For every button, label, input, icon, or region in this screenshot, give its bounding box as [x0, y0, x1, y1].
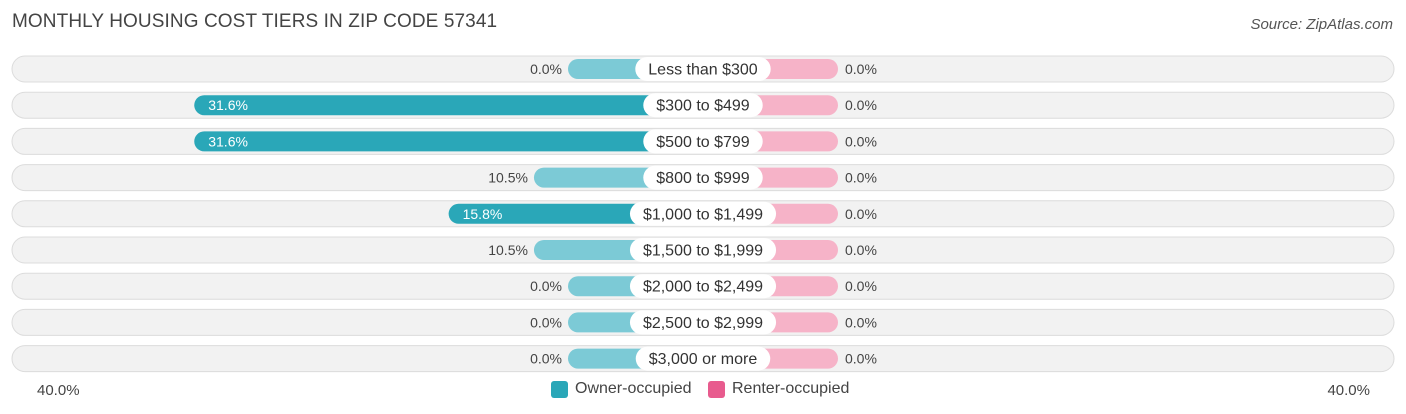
legend-owner[interactable]: Owner-occupied — [551, 380, 692, 398]
source-label: Source: ZipAtlas.com — [1250, 16, 1393, 33]
renter-value-label: 0.0% — [845, 133, 877, 149]
owner-bar — [194, 131, 704, 152]
owner-value-label: 31.6% — [208, 97, 248, 113]
owner-value-label: 0.0% — [530, 61, 562, 77]
renter-value-label: 0.0% — [845, 278, 877, 294]
category-label: $1,500 to $1,999 — [643, 243, 763, 260]
category-pill — [643, 129, 763, 154]
renter-value-label: 0.0% — [845, 351, 877, 367]
legend-renter-swatch — [708, 380, 725, 398]
category-pill — [643, 93, 763, 118]
renter-value-label: 0.0% — [845, 61, 877, 77]
category-label: $800 to $999 — [656, 170, 750, 187]
owner-value-label: 0.0% — [530, 278, 562, 294]
owner-value-label: 31.6% — [208, 133, 248, 149]
renter-value-label: 0.0% — [845, 97, 877, 113]
category-pill — [635, 346, 771, 371]
owner-value-label: 0.0% — [530, 351, 562, 367]
category-label: $2,500 to $2,999 — [643, 315, 763, 332]
owner-value-label: 0.0% — [530, 314, 562, 330]
renter-value-label: 0.0% — [845, 206, 877, 222]
category-pill — [635, 57, 771, 81]
axis-right-label: 40.0% — [1327, 382, 1370, 399]
owner-value-label: 10.5% — [488, 242, 528, 258]
renter-value-label: 0.0% — [845, 242, 877, 258]
renter-value-label: 0.0% — [845, 314, 877, 330]
category-pill — [629, 201, 777, 226]
category-label: $3,000 or more — [649, 351, 758, 368]
category-label: $2,000 to $2,499 — [643, 279, 763, 296]
category-pill — [629, 310, 777, 335]
legend-renter[interactable]: Renter-occupied — [708, 380, 849, 398]
category-label: Less than $300 — [648, 62, 758, 79]
category-label: $500 to $799 — [656, 134, 750, 151]
legend-owner-label: Owner-occupied — [575, 380, 692, 397]
legend: Owner-occupied Renter-occupied — [0, 380, 1406, 400]
renter-value-label: 0.0% — [845, 170, 877, 186]
owner-value-label: 15.8% — [463, 206, 503, 222]
axis-left-label: 40.0% — [37, 382, 80, 399]
owner-bar — [194, 95, 704, 116]
category-pill — [629, 238, 777, 262]
category-label: $1,000 to $1,499 — [643, 206, 763, 223]
category-pill — [643, 165, 763, 190]
category-pill — [629, 274, 777, 299]
chart-title: MONTHLY HOUSING COST TIERS IN ZIP CODE 5… — [12, 11, 498, 32]
legend-owner-swatch — [551, 380, 568, 398]
legend-renter-label: Renter-occupied — [732, 380, 850, 397]
owner-value-label: 10.5% — [488, 170, 528, 186]
category-label: $300 to $499 — [656, 98, 750, 115]
